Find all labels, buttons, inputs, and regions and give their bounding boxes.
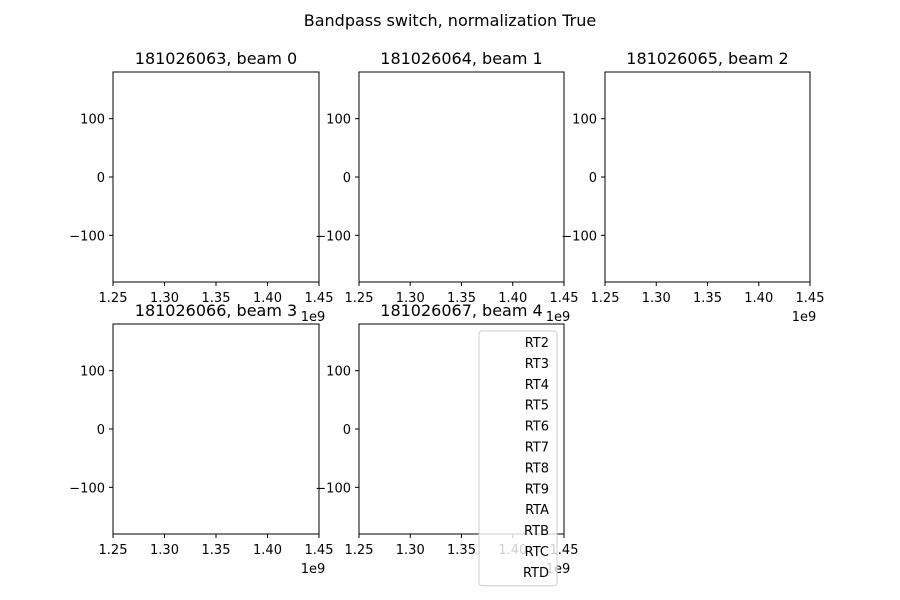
x-tick-label: 1.45 <box>796 291 825 306</box>
legend-entry-rta: RTA <box>525 503 549 518</box>
axes-frame <box>358 71 565 283</box>
subplot-3: 181026065, beam 2 1.25 1.30 1.35 1.40 1.45 1e9… <box>561 49 824 325</box>
x-tick-label: 1.25 <box>99 291 128 306</box>
x-offset-label: 1e9 <box>546 310 571 325</box>
subplot-title: 181026063, beam 0 <box>135 49 297 68</box>
subplot-2: 181026064, beam 1 1.25 1.30 1.35 1.40 1.45 1e9… <box>315 49 578 325</box>
y-tick-label: −100 <box>69 229 105 244</box>
y-tick-label: 100 <box>572 113 597 128</box>
x-tick-label: 1.35 <box>447 291 476 306</box>
x-tick-label: 1.35 <box>447 543 476 558</box>
y-tick-label: 0 <box>343 171 351 186</box>
x-tick-label: 1.40 <box>744 291 773 306</box>
x-tick-label: 1.30 <box>396 291 425 306</box>
y-tick-label: −100 <box>315 229 351 244</box>
y-tick-label: −100 <box>315 481 351 496</box>
y-tick-label: −100 <box>69 481 105 496</box>
y-tick-label: 0 <box>97 423 105 438</box>
legend-entry-rt4: RT4 <box>525 378 549 393</box>
x-tick-label: 1.40 <box>253 543 282 558</box>
legend-entry-rt2: RT2 <box>525 336 549 351</box>
legend-entry-rt5: RT5 <box>525 399 549 414</box>
legend-entry-rt9: RT9 <box>525 482 549 497</box>
legend-entry-rt6: RT6 <box>525 420 549 435</box>
y-tick-label: 0 <box>343 423 351 438</box>
y-tick-label: 100 <box>80 365 105 380</box>
x-tick-label: 1.45 <box>550 291 579 306</box>
legend-entry-rtc: RTC <box>525 545 549 560</box>
x-tick-label: 1.25 <box>99 543 128 558</box>
x-offset-label: 1e9 <box>792 310 817 325</box>
x-offset-label: 1e9 <box>301 562 326 577</box>
x-tick-label: 1.35 <box>202 543 231 558</box>
y-tick-label: 100 <box>80 113 105 128</box>
legend-entry-rtb: RTB <box>524 524 549 539</box>
x-tick-label: 1.45 <box>305 291 334 306</box>
x-tick-label: 1.30 <box>150 291 179 306</box>
x-tick-label: 1.30 <box>642 291 671 306</box>
x-tick-label: 1.30 <box>150 543 179 558</box>
axes-frame <box>604 71 811 283</box>
y-tick-label: −100 <box>561 229 597 244</box>
legend-entry-rt7: RT7 <box>525 441 549 456</box>
subplot-title: 181026067, beam 4 <box>380 301 542 320</box>
subplot-title: 181026066, beam 3 <box>135 301 297 320</box>
x-tick-label: 1.40 <box>498 291 527 306</box>
x-tick-label: 1.40 <box>253 291 282 306</box>
x-tick-label: 1.35 <box>202 291 231 306</box>
subplot-grid: 181026063, beam 0 1.25 1.30 1.35 1.40 1.45 1e9… <box>69 49 824 577</box>
subplot-title: 181026065, beam 2 <box>626 49 788 68</box>
x-tick-label: 1.25 <box>345 291 374 306</box>
x-offset-label: 1e9 <box>301 310 326 325</box>
y-tick-label: 0 <box>589 171 597 186</box>
x-tick-label: 1.30 <box>396 543 425 558</box>
x-tick-label: 1.35 <box>693 291 722 306</box>
subplot-title: 181026064, beam 1 <box>380 49 542 68</box>
legend-entry-rt3: RT3 <box>525 357 549 372</box>
x-tick-label: 1.25 <box>345 543 374 558</box>
axes-frame <box>112 323 320 535</box>
subplot-4: 181026066, beam 3 1.25 1.30 1.35 1.40 1.45 1e9… <box>69 301 333 577</box>
figure-suptitle: Bandpass switch, normalization True <box>304 11 596 30</box>
axes-frame <box>112 71 320 283</box>
y-tick-label: 100 <box>326 113 351 128</box>
x-tick-label: 1.45 <box>305 543 334 558</box>
legend-entry-rt8: RT8 <box>525 461 549 476</box>
y-tick-label: 0 <box>97 171 105 186</box>
x-tick-label: 1.25 <box>591 291 620 306</box>
legend-box <box>478 330 558 587</box>
y-tick-label: 100 <box>326 365 351 380</box>
legend: RT2 RT3 RT4 RT5 RT6 RT7 RT8 RT9 RTA RTB RTC RTD <box>478 330 558 587</box>
subplot-1: 181026063, beam 0 1.25 1.30 1.35 1.40 1.45 1e9… <box>69 49 333 325</box>
legend-entry-rtd: RTD <box>523 566 549 581</box>
